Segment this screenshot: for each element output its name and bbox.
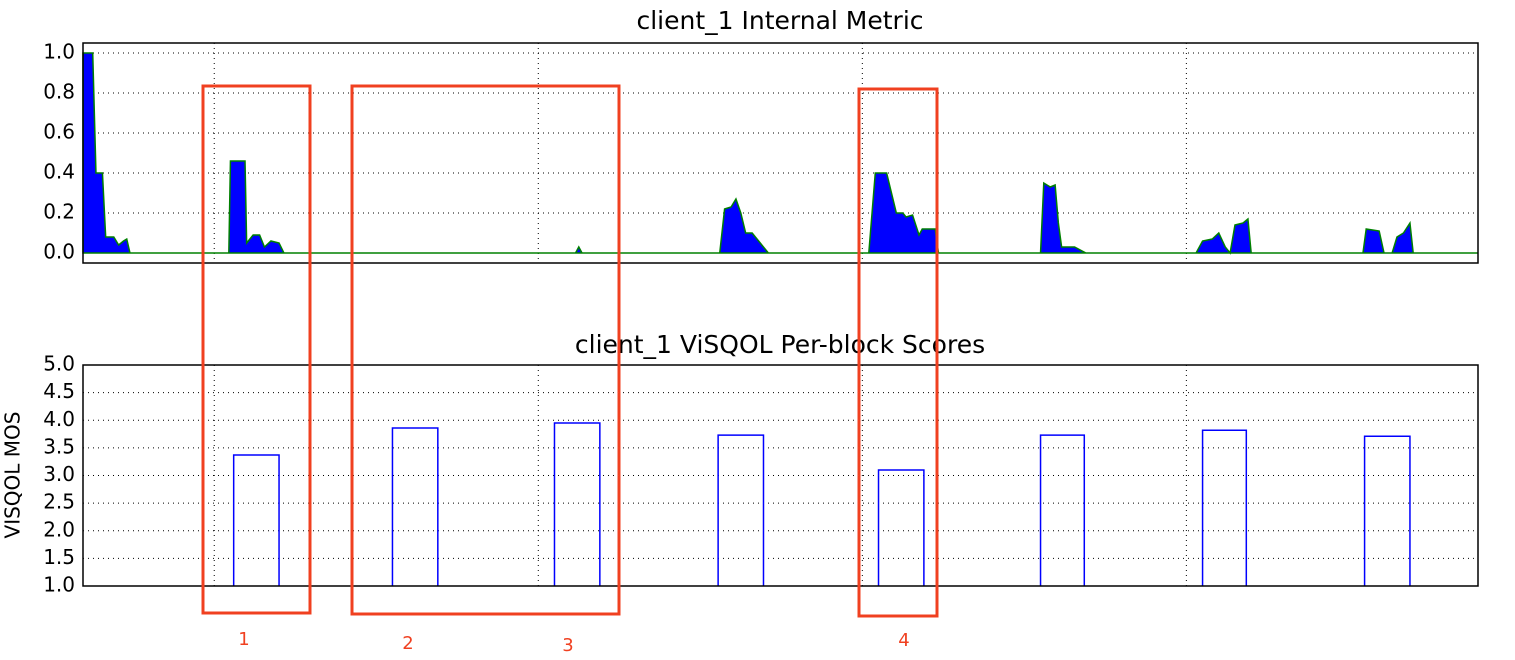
bar (553, 422, 601, 586)
chart-title: client_1 Internal Metric (636, 6, 923, 35)
chart-title: client_1 ViSQOL Per-block Scores (575, 330, 985, 359)
y-tick-label: 3.5 (43, 434, 75, 458)
y-tick-label: 0.8 (43, 80, 75, 104)
bar (1201, 429, 1248, 586)
y-tick-label: 1.5 (43, 545, 75, 569)
y-tick-label: 2.5 (43, 490, 75, 514)
y-tick-label: 4.5 (43, 379, 75, 403)
bar (877, 469, 925, 586)
highlight-box (857, 87, 939, 618)
y-tick-label: 2.0 (43, 517, 75, 541)
y-tick-label: 0.0 (43, 240, 75, 264)
annotation-label: 3 (562, 635, 573, 656)
bar (1039, 434, 1086, 586)
annotation-label: 1 (238, 629, 249, 650)
axes-frame (82, 42, 1479, 264)
y-tick-label: 1.0 (43, 573, 75, 597)
bar (391, 427, 439, 586)
y-tick-label: 3.0 (43, 462, 75, 486)
highlight-box (201, 84, 312, 615)
bar (717, 434, 765, 586)
highlight-box (350, 84, 621, 616)
area (82, 52, 1478, 255)
axes-frame (82, 364, 1479, 587)
bar (1363, 435, 1411, 586)
y-tick-label: 0.2 (43, 200, 75, 224)
y-tick-label: 1.0 (43, 40, 75, 64)
annotation-label: 2 (402, 633, 413, 654)
bar (232, 454, 280, 586)
y-axis-label: VISQOL MOS (1, 412, 25, 539)
annotation-label: 4 (898, 630, 909, 651)
y-tick-label: 4.0 (43, 407, 75, 431)
y-tick-label: 0.6 (43, 120, 75, 144)
y-tick-label: 0.4 (43, 160, 75, 184)
y-tick-label: 5.0 (43, 352, 75, 376)
